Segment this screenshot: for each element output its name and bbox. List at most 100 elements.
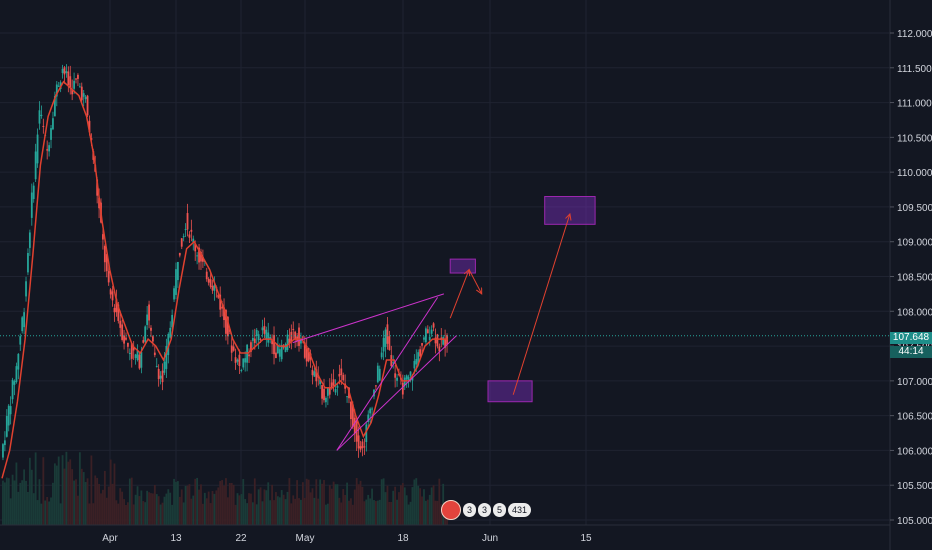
candle-body <box>298 327 300 346</box>
volume-bar <box>175 481 177 525</box>
volume-bar <box>157 496 160 525</box>
volume-bar <box>165 493 168 525</box>
volume-bar <box>323 480 325 525</box>
candle-body <box>392 362 395 364</box>
volume-bar <box>403 487 406 525</box>
volume-bar <box>127 502 129 525</box>
volume-bar <box>411 487 414 525</box>
candle-body <box>161 370 164 383</box>
price-tick-label: 105.500 <box>897 481 932 492</box>
volume-bar <box>413 479 416 525</box>
projection-arrow <box>512 214 570 395</box>
volume-bar <box>236 493 239 525</box>
volume-bar <box>196 477 199 525</box>
candle-body <box>77 74 79 79</box>
volume-bar <box>102 489 104 525</box>
volume-bar <box>261 501 264 525</box>
volume-bar <box>344 494 347 525</box>
time-axis[interactable]: Apr 13 22 May 18 Jun 15 <box>102 533 592 544</box>
candle-body <box>130 343 133 359</box>
volume-bar <box>2 480 4 525</box>
volume-bar <box>248 493 250 525</box>
drawings[interactable] <box>292 195 596 451</box>
candle-body <box>127 342 129 347</box>
volume-bar <box>313 497 316 525</box>
candle-body <box>338 373 341 377</box>
candle-body <box>63 67 66 75</box>
candle-body <box>273 335 275 355</box>
candle-body <box>9 406 12 415</box>
candle-body <box>221 306 224 309</box>
candle-body <box>294 331 297 339</box>
candle-body <box>53 95 56 117</box>
candle-body <box>330 382 333 388</box>
candle-body <box>186 213 189 230</box>
events-badges[interactable]: 3 3 5 431 <box>441 500 532 520</box>
candle-body <box>424 328 427 343</box>
volume-bar <box>346 482 348 525</box>
volume-bar <box>55 465 58 525</box>
event-count-3[interactable]: 5 <box>493 503 507 517</box>
candle-body <box>117 304 120 321</box>
candle-body <box>305 346 308 362</box>
volume-bar <box>286 491 289 525</box>
candle-body <box>226 316 229 337</box>
candle-body <box>301 336 304 338</box>
candle-body <box>65 71 68 74</box>
volume-bar <box>250 493 252 525</box>
candle-body <box>82 93 85 97</box>
volume-bar <box>228 483 231 525</box>
candle-body <box>357 435 360 449</box>
candle-body <box>430 329 433 334</box>
candle-body <box>188 234 191 238</box>
volume-bar <box>428 494 431 525</box>
volume-bar <box>303 497 306 525</box>
time-tick-label: Apr <box>102 533 118 544</box>
candle-body <box>240 370 243 372</box>
volume-bar <box>390 502 393 525</box>
volume-bar <box>125 504 127 525</box>
volume-bar <box>69 459 72 525</box>
volume-bar <box>363 501 366 525</box>
event-count-4[interactable]: 431 <box>508 503 532 517</box>
candle-body <box>382 337 385 352</box>
event-count-1[interactable]: 3 <box>463 503 477 517</box>
candle-body <box>163 361 166 373</box>
candle-body <box>2 444 4 458</box>
volume-bar <box>192 495 195 525</box>
candle-body <box>28 232 31 248</box>
price-tick-label: 105.000 <box>897 516 932 527</box>
candle-body <box>315 369 318 382</box>
event-count-2[interactable]: 3 <box>478 503 492 517</box>
volume-bar <box>253 478 256 525</box>
candle-body <box>225 309 227 334</box>
candle-body <box>342 374 345 381</box>
volume-bar <box>367 494 370 525</box>
candle-body <box>407 376 410 381</box>
moving-average-line <box>1 80 448 479</box>
volume-bar <box>244 499 247 525</box>
candle-body <box>255 329 258 337</box>
volume-bar <box>259 487 262 525</box>
volume-bar <box>77 495 79 525</box>
target-zone-box <box>487 380 533 403</box>
candle-body <box>411 377 414 381</box>
volume-bar <box>167 489 170 525</box>
volume-bar <box>136 486 139 525</box>
time-tick-label: 18 <box>397 533 409 544</box>
candle-body <box>180 238 183 247</box>
candle-body <box>142 340 145 343</box>
candle-body <box>313 371 316 377</box>
volume-bar <box>177 481 179 525</box>
price-axis[interactable]: 112.000 111.500 111.000 110.500 110.000 109.5… <box>890 29 932 527</box>
candle-body <box>146 314 149 325</box>
candle-body <box>17 353 20 370</box>
volume-bar <box>336 484 339 525</box>
candle-body <box>42 125 45 127</box>
price-tick-label: 110.000 <box>897 168 932 179</box>
volume-bar <box>424 500 427 525</box>
volume-bar <box>180 489 183 525</box>
candle-body <box>134 354 137 359</box>
volume-bar <box>334 484 337 525</box>
